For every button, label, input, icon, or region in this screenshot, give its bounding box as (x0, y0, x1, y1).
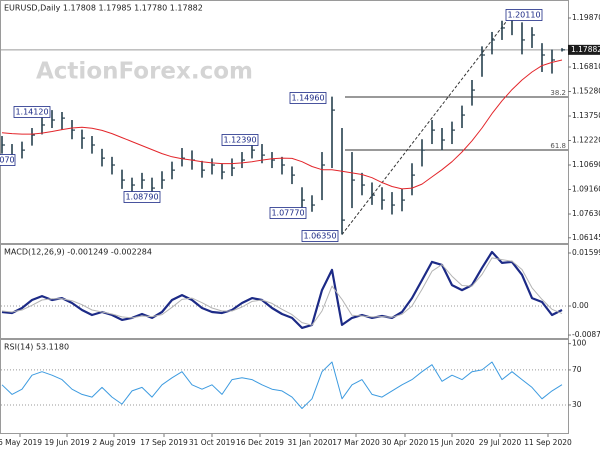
y-tick-label: 70 (572, 365, 582, 374)
panel-title: EURUSD,Daily 1.17808 1.17985 1.17780 1.1… (4, 4, 203, 13)
panel-title: RSI(14) 53.1180 (4, 343, 69, 352)
annotation-box (269, 207, 307, 219)
series-line (1, 361, 563, 409)
x-tick-label: 19 Jun 2019 (44, 438, 89, 447)
series-line (1, 257, 563, 326)
x-tick-label: 17 Mar 2020 (332, 438, 380, 447)
x-tick-label: 11 Sep 2020 (524, 438, 572, 447)
y-tick-label: 0.00 (572, 301, 589, 310)
y-tick-label: -0.00876 (572, 330, 600, 339)
series-line (1, 59, 563, 190)
fib-label: 38.2 (550, 89, 566, 97)
x-tick-label: 30 Apr 2020 (382, 438, 429, 447)
y-tick-label: 1.07630 (572, 209, 600, 218)
annotation-label: 1.07770 (271, 209, 304, 218)
trend-line (341, 13, 513, 235)
annotation-box (123, 191, 161, 203)
panel-frame (0, 339, 569, 434)
y-tick-label: 1.10690 (572, 160, 600, 169)
y-tick-label: 1.19870 (572, 13, 600, 22)
y-tick-label: 1.09160 (572, 185, 600, 194)
annotation-label: 1.08790 (125, 193, 158, 202)
annotation-box (0, 154, 16, 166)
annotation-label: 1.12390 (223, 136, 256, 145)
annotation-box (301, 230, 339, 242)
y-tick-label: 0.015991 (572, 248, 600, 257)
annotation-box (505, 9, 543, 21)
x-tick-label: 31 Jan 2020 (288, 438, 333, 447)
annotation-label: 1.14960 (291, 94, 324, 103)
annotation-box (289, 92, 327, 104)
watermark: ActionForex.com (36, 59, 253, 85)
y-tick-label: 100 (572, 339, 587, 348)
series-line (1, 250, 563, 329)
annotation-box (13, 106, 51, 118)
annotation-box (221, 134, 259, 146)
last-price-label: 1.17882 (571, 45, 600, 54)
annotation-label: 1.20110 (507, 11, 540, 20)
panel-title: MACD(12,26,9) -0.001249 -0.002284 (4, 248, 152, 257)
x-tick-label: 29 Jul 2020 (479, 438, 522, 447)
x-tick-label: 15 Jun 2020 (429, 438, 474, 447)
annotation-label: 070 (0, 156, 15, 165)
y-tick-label: 30 (572, 400, 582, 409)
last-price-tag (568, 44, 600, 55)
y-tick-label: 1.13750 (572, 111, 600, 120)
y-tick-label: 1.12220 (572, 136, 600, 145)
x-tick-label: 6 May 2019 (0, 438, 42, 447)
y-tick-label: 1.15280 (572, 87, 600, 96)
panel-frame (0, 0, 569, 244)
y-tick-label: 1.16810 (572, 62, 600, 71)
panel-frame (0, 244, 569, 339)
fib-label: 61.8 (550, 142, 566, 150)
x-tick-label: 31 Oct 2019 (189, 438, 236, 447)
annotation-label: 1.06350 (303, 232, 336, 241)
x-tick-label: 2 Aug 2019 (92, 438, 135, 447)
x-tick-label: 17 Sep 2019 (140, 438, 188, 447)
x-tick-label: 16 Dec 2019 (236, 438, 284, 447)
annotation-label: 1.14120 (15, 108, 48, 117)
y-tick-label: 1.06145 (572, 233, 600, 242)
